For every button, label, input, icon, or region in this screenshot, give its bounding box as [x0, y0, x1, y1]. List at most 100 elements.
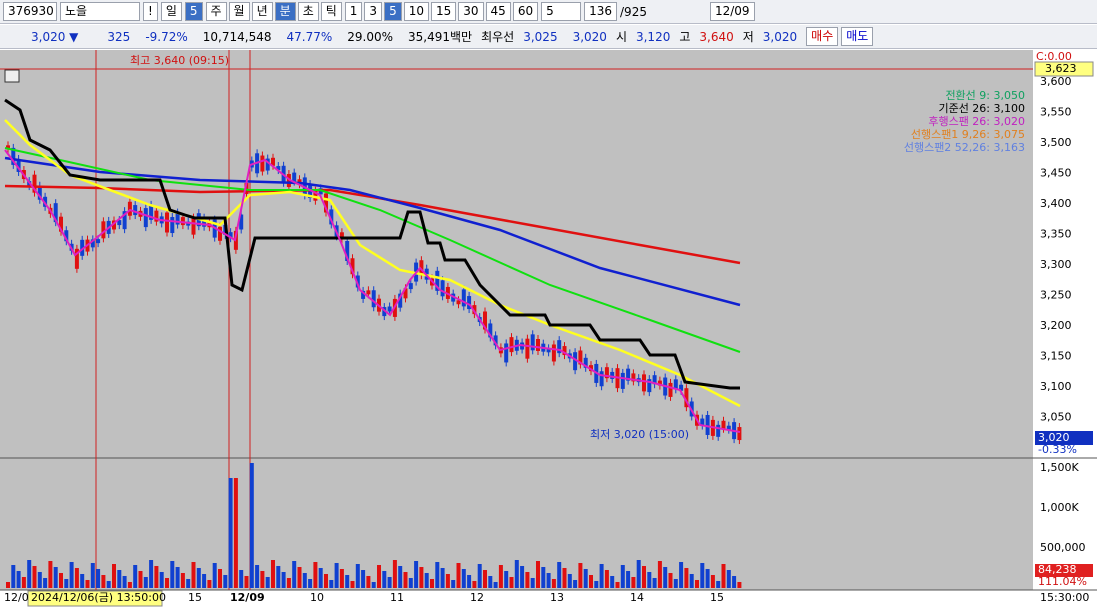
period-button[interactable]: 월	[228, 2, 250, 21]
alert[interactable]: !	[143, 2, 158, 21]
volume-bar	[339, 569, 344, 588]
tooltip-box	[27, 590, 163, 607]
candle	[705, 414, 710, 435]
volume-bar	[37, 572, 42, 588]
best-label: 최우선	[481, 30, 515, 44]
volume: 10,714,548	[202, 29, 272, 44]
volume-bar	[355, 564, 360, 588]
volume-bar	[525, 572, 530, 588]
code[interactable]: 376930	[3, 2, 57, 21]
candle	[604, 367, 609, 379]
minute-button[interactable]: 5	[384, 2, 402, 21]
price-tick: 3,600	[1040, 75, 1072, 88]
candle	[599, 371, 604, 387]
period-button[interactable]: 초	[297, 2, 319, 21]
price-tick: 3,450	[1040, 167, 1072, 180]
candle	[578, 350, 583, 365]
price-tick: 3,350	[1040, 228, 1072, 241]
volume-bar	[382, 571, 387, 588]
price-tick: 3,500	[1040, 136, 1072, 149]
volume-bar	[143, 577, 148, 588]
candle	[122, 211, 127, 230]
candle	[53, 203, 58, 223]
candle	[313, 190, 318, 201]
volume-bar	[594, 581, 599, 588]
change: 325	[107, 29, 131, 44]
time: 15:30:00	[1040, 591, 1089, 604]
legend-entry: 기준선 26: 3,100	[938, 102, 1025, 115]
chart: 최고 3,640 (09:15) 최저 3,020 (15:00) C:0.00…	[0, 50, 1097, 607]
candle	[191, 217, 196, 235]
candle	[90, 239, 95, 248]
minute-button[interactable]: 30	[458, 2, 484, 21]
lagging-line	[4, 149, 741, 433]
count[interactable]: 136	[584, 2, 618, 21]
candle	[11, 147, 16, 165]
volume-bar	[350, 581, 355, 588]
conversion-line	[4, 119, 741, 408]
volume-bar	[414, 561, 419, 588]
candle	[525, 338, 530, 359]
candle	[530, 334, 535, 351]
candle	[398, 293, 403, 308]
minute-button[interactable]: 45	[485, 2, 511, 21]
volume-bar	[43, 578, 48, 588]
date[interactable]: 12/09	[709, 2, 755, 21]
candle	[202, 217, 207, 227]
volume-bar	[106, 581, 111, 588]
candle	[361, 290, 366, 299]
legend-entry: 선행스팬1 9,26: 3,075	[911, 128, 1025, 141]
volume-current: 84,238	[1038, 563, 1077, 576]
candle	[483, 311, 487, 330]
stock-name[interactable]: 노을	[60, 2, 140, 21]
minute-button[interactable]: 10	[403, 2, 429, 21]
legend-entry: 후행스팬 26: 3,020	[928, 115, 1025, 128]
candle	[620, 372, 625, 389]
period-button[interactable]: 분	[274, 2, 296, 21]
volume-bar	[642, 566, 646, 588]
chart-icon[interactable]	[4, 69, 20, 83]
volume-bar	[223, 575, 228, 588]
volume-bar	[6, 582, 10, 588]
minute-button[interactable]: 1	[344, 2, 363, 21]
period-button[interactable]: 년	[251, 2, 273, 21]
minute-button[interactable]: 15	[430, 2, 457, 21]
day[interactable]: 일	[160, 2, 182, 21]
volume-bar	[117, 570, 122, 588]
candle	[726, 425, 731, 430]
top-marker-box	[1034, 61, 1094, 77]
sell-button[interactable]: 매도	[841, 27, 874, 46]
candle	[165, 212, 169, 233]
count-unit[interactable]: 5	[541, 2, 582, 21]
minute-button[interactable]: 60	[512, 2, 539, 21]
volume-bar	[16, 571, 21, 588]
volume-bar	[673, 579, 678, 588]
candle	[32, 174, 37, 193]
period-button[interactable]: 틱	[320, 2, 342, 21]
volume-bar	[133, 565, 138, 588]
candle	[408, 283, 413, 290]
volume-bar	[127, 582, 132, 588]
volume-bar	[652, 578, 657, 588]
candle	[265, 158, 270, 171]
volume-bar	[159, 572, 164, 588]
axis-bg	[1033, 50, 1097, 590]
volume-bar	[530, 578, 535, 588]
minute-button[interactable]: 3	[364, 2, 383, 21]
volume-bar	[122, 576, 127, 588]
buy-button[interactable]: 매수	[806, 27, 839, 46]
day-n[interactable]: 5	[184, 2, 203, 21]
candle	[456, 300, 461, 305]
volume-bar	[80, 574, 85, 588]
volume-bar	[408, 578, 413, 588]
volume-bar	[456, 563, 461, 588]
candle	[488, 323, 493, 338]
period-button[interactable]: 주	[205, 2, 227, 21]
candle	[228, 232, 233, 239]
volume-bar	[202, 574, 207, 588]
volume-bar	[620, 565, 625, 588]
volume-bar	[461, 569, 466, 588]
candle	[16, 158, 21, 172]
volume-bar	[69, 562, 74, 588]
volume-bar	[366, 576, 371, 588]
